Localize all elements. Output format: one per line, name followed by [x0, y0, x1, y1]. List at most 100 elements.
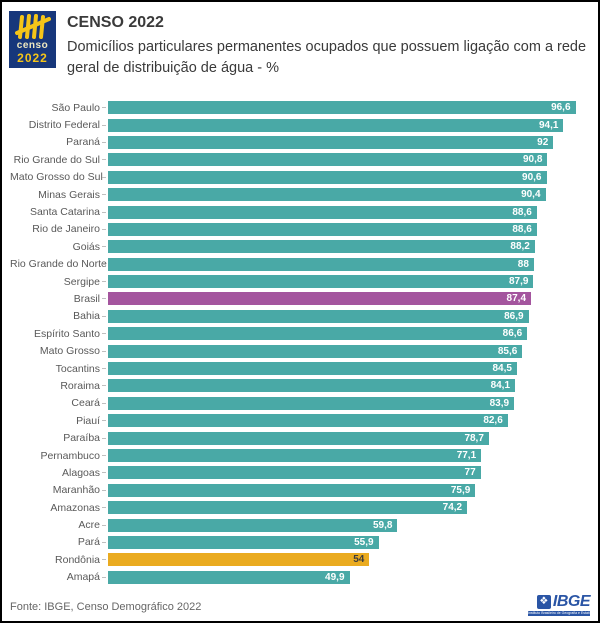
chart-row: Amazonas 74,2 — [10, 499, 594, 516]
bar: 77,1 — [108, 449, 482, 462]
chart-row: Espírito Santo 86,6 — [10, 325, 594, 342]
bar: 82,6 — [108, 414, 508, 428]
chart-row: Maranhão 75,9 — [10, 482, 594, 499]
value-label: 90,8 — [523, 154, 543, 166]
category-label: Amapá — [66, 571, 100, 584]
bar-area: 54 — [108, 553, 592, 567]
value-label: 75,9 — [450, 484, 471, 496]
axis-tick — [102, 298, 106, 300]
axis-tick — [102, 524, 106, 526]
bar: 88,2 — [108, 240, 535, 254]
chart-row: Acre 59,8 — [10, 516, 594, 533]
chart-row: Rondônia 54 — [10, 551, 594, 568]
bar: 49,9 — [108, 570, 350, 584]
chart-row: Roraima 84,1 — [10, 377, 594, 394]
value-label: 84,5 — [492, 363, 512, 375]
axis-tick — [102, 472, 106, 474]
axis-tick — [102, 420, 106, 422]
category-label: São Paulo — [51, 101, 100, 114]
value-label: 88,6 — [512, 223, 532, 235]
bar-area: 90,4 — [108, 188, 592, 202]
category-label: Brasil — [73, 292, 100, 305]
bar: 90,8 — [108, 153, 548, 167]
value-label: 94,1 — [538, 119, 559, 131]
chart-row: Tocantins 84,5 — [10, 360, 594, 377]
category-label: Roraima — [60, 379, 100, 392]
value-label: 88,6 — [512, 206, 532, 218]
value-label: 88,2 — [510, 241, 530, 253]
bar-area: 78,7 — [108, 431, 592, 445]
chart-row: Alagoas 77 — [10, 464, 594, 481]
bar-area: 90,8 — [108, 153, 592, 167]
chart-row: Pernambuco 77,1 — [10, 447, 594, 464]
bar: 88,6 — [108, 222, 537, 236]
category-label: Tocantins — [55, 362, 100, 375]
value-label: 86,9 — [504, 310, 524, 322]
bar: 94,1 — [108, 118, 564, 132]
footer: Fonte: IBGE, Censo Demográfico 2022 ❖ IB… — [10, 593, 591, 616]
axis-tick — [102, 489, 106, 491]
bar-area: 88,6 — [108, 222, 592, 236]
category-label: Rio de Janeiro — [32, 223, 100, 236]
bar-chart: São Paulo 96,6 Distrito Federal 94,1 Par… — [10, 99, 594, 586]
category-label: Mato Grosso — [39, 345, 100, 358]
bar-area: 88,6 — [108, 205, 592, 219]
value-label: 90,6 — [522, 171, 542, 183]
category-label: Rio Grande do Norte — [10, 258, 107, 271]
value-label: 55,9 — [354, 536, 374, 548]
chart-row: Piauí 82,6 — [10, 412, 594, 429]
value-label: 82,6 — [483, 415, 503, 427]
ibge-tagline: Instituto Brasileiro de Geografia e Esta… — [528, 611, 590, 616]
axis-tick — [102, 350, 106, 352]
bar: 55,9 — [108, 535, 379, 549]
bar-area: 75,9 — [108, 483, 592, 497]
bar-area: 85,6 — [108, 344, 592, 358]
axis-tick — [102, 124, 106, 126]
censo-logo-year: 2022 — [17, 51, 48, 65]
header: censo 2022 CENSO 2022 Domicílios particu… — [2, 2, 598, 97]
bar-area: 77,1 — [108, 449, 592, 462]
page-title: CENSO 2022 — [67, 14, 164, 31]
category-label: Santa Catarina — [29, 206, 100, 219]
ibge-mark-icon: ❖ — [536, 595, 551, 609]
category-label: Pará — [77, 536, 100, 549]
ibge-logo: ❖ IBGE Instituto Brasileiro de Geografia… — [528, 593, 591, 616]
chart-row: Paraíba 78,7 — [10, 429, 594, 446]
ibge-wordmark: IBGE — [552, 593, 591, 610]
bar-area: 82,6 — [108, 414, 592, 428]
chart-row: Rio Grande do Norte 88 — [10, 256, 594, 273]
value-label: 59,8 — [372, 519, 393, 531]
bar: 74,2 — [108, 501, 468, 515]
value-label: 92 — [537, 136, 549, 148]
bar-area: 90,6 — [108, 170, 592, 184]
axis-tick — [102, 194, 106, 196]
header-text: CENSO 2022 Domicílios particulares perma… — [67, 11, 588, 97]
source-text: Fonte: IBGE, Censo Demográfico 2022 — [10, 601, 202, 613]
bar-area: 86,6 — [108, 327, 592, 341]
bar-area: 59,8 — [108, 518, 592, 532]
bar: 77 — [108, 466, 481, 480]
axis-tick — [102, 263, 106, 265]
chart-row: Mato Grosso 85,6 — [10, 342, 594, 359]
category-label: Paraíba — [63, 432, 100, 445]
axis-tick — [102, 576, 106, 578]
chart-row: Rio de Janeiro 88,6 — [10, 221, 594, 238]
tally-marks-icon — [14, 14, 51, 39]
axis-tick — [102, 385, 106, 387]
value-label: 49,9 — [325, 571, 345, 583]
value-label: 87,9 — [508, 276, 529, 288]
bar-area: 83,9 — [108, 396, 592, 410]
axis-tick — [102, 559, 106, 561]
category-label: Ceará — [71, 397, 100, 410]
category-label: Rio Grande do Sul — [13, 153, 100, 166]
axis-tick — [102, 246, 106, 248]
bar-area: 88,2 — [108, 240, 592, 254]
axis-tick — [102, 107, 106, 109]
chart-subtitle: Domicílios particulares permanentes ocup… — [67, 39, 587, 77]
value-label: 85,6 — [497, 345, 518, 357]
axis-tick — [102, 455, 106, 456]
category-label: Minas Gerais — [38, 188, 100, 201]
chart-row: Mato Grosso do Sul 90,6 — [10, 169, 594, 186]
value-label: 77 — [464, 467, 476, 479]
bar: 90,4 — [108, 188, 546, 202]
